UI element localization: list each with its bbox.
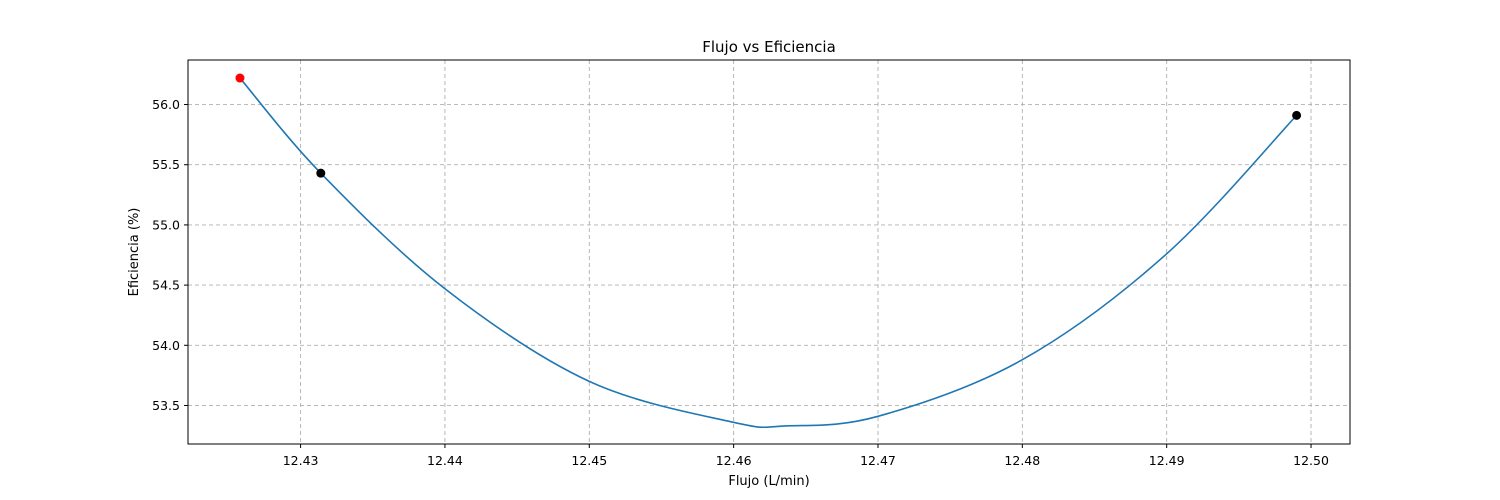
marker-layer [235,73,1302,178]
series-line [239,77,1298,429]
y-tick-label: 55.5 [152,157,180,172]
x-tick-label: 12.43 [283,453,319,468]
x-tick-label: 12.47 [860,453,896,468]
x-axis-label: Flujo (L/min) [728,474,809,489]
x-axis-ticks: 12.43 12.44 12.45 12.46 12.47 12.48 12.49 12.50 [283,444,1329,468]
plot-frame [187,59,1351,445]
x-tick-label: 12.44 [427,453,463,468]
x-tick-label: 12.50 [1293,453,1329,468]
y-tick-label: 56.0 [152,97,180,112]
x-tick-label: 12.49 [1149,453,1185,468]
y-tick-label: 54.5 [152,278,180,293]
series-layer [239,77,1298,429]
y-tick-label: 54.0 [152,338,180,353]
y-tick-label: 55.0 [152,217,180,232]
x-tick-label: 12.46 [716,453,752,468]
x-tick-label: 12.45 [571,453,607,468]
data-point-marker [1292,110,1302,120]
data-point-marker [235,73,245,83]
chart-title: Flujo vs Eficiencia [702,38,836,56]
y-tick-label: 53.5 [152,398,180,413]
y-axis-ticks: 53.5 54.0 54.5 55.0 55.5 56.0 [152,97,188,413]
grid-lines [188,60,1350,444]
y-axis-label: Eficiencia (%) [127,208,142,297]
data-point-marker [316,168,326,178]
x-tick-label: 12.48 [1004,453,1040,468]
